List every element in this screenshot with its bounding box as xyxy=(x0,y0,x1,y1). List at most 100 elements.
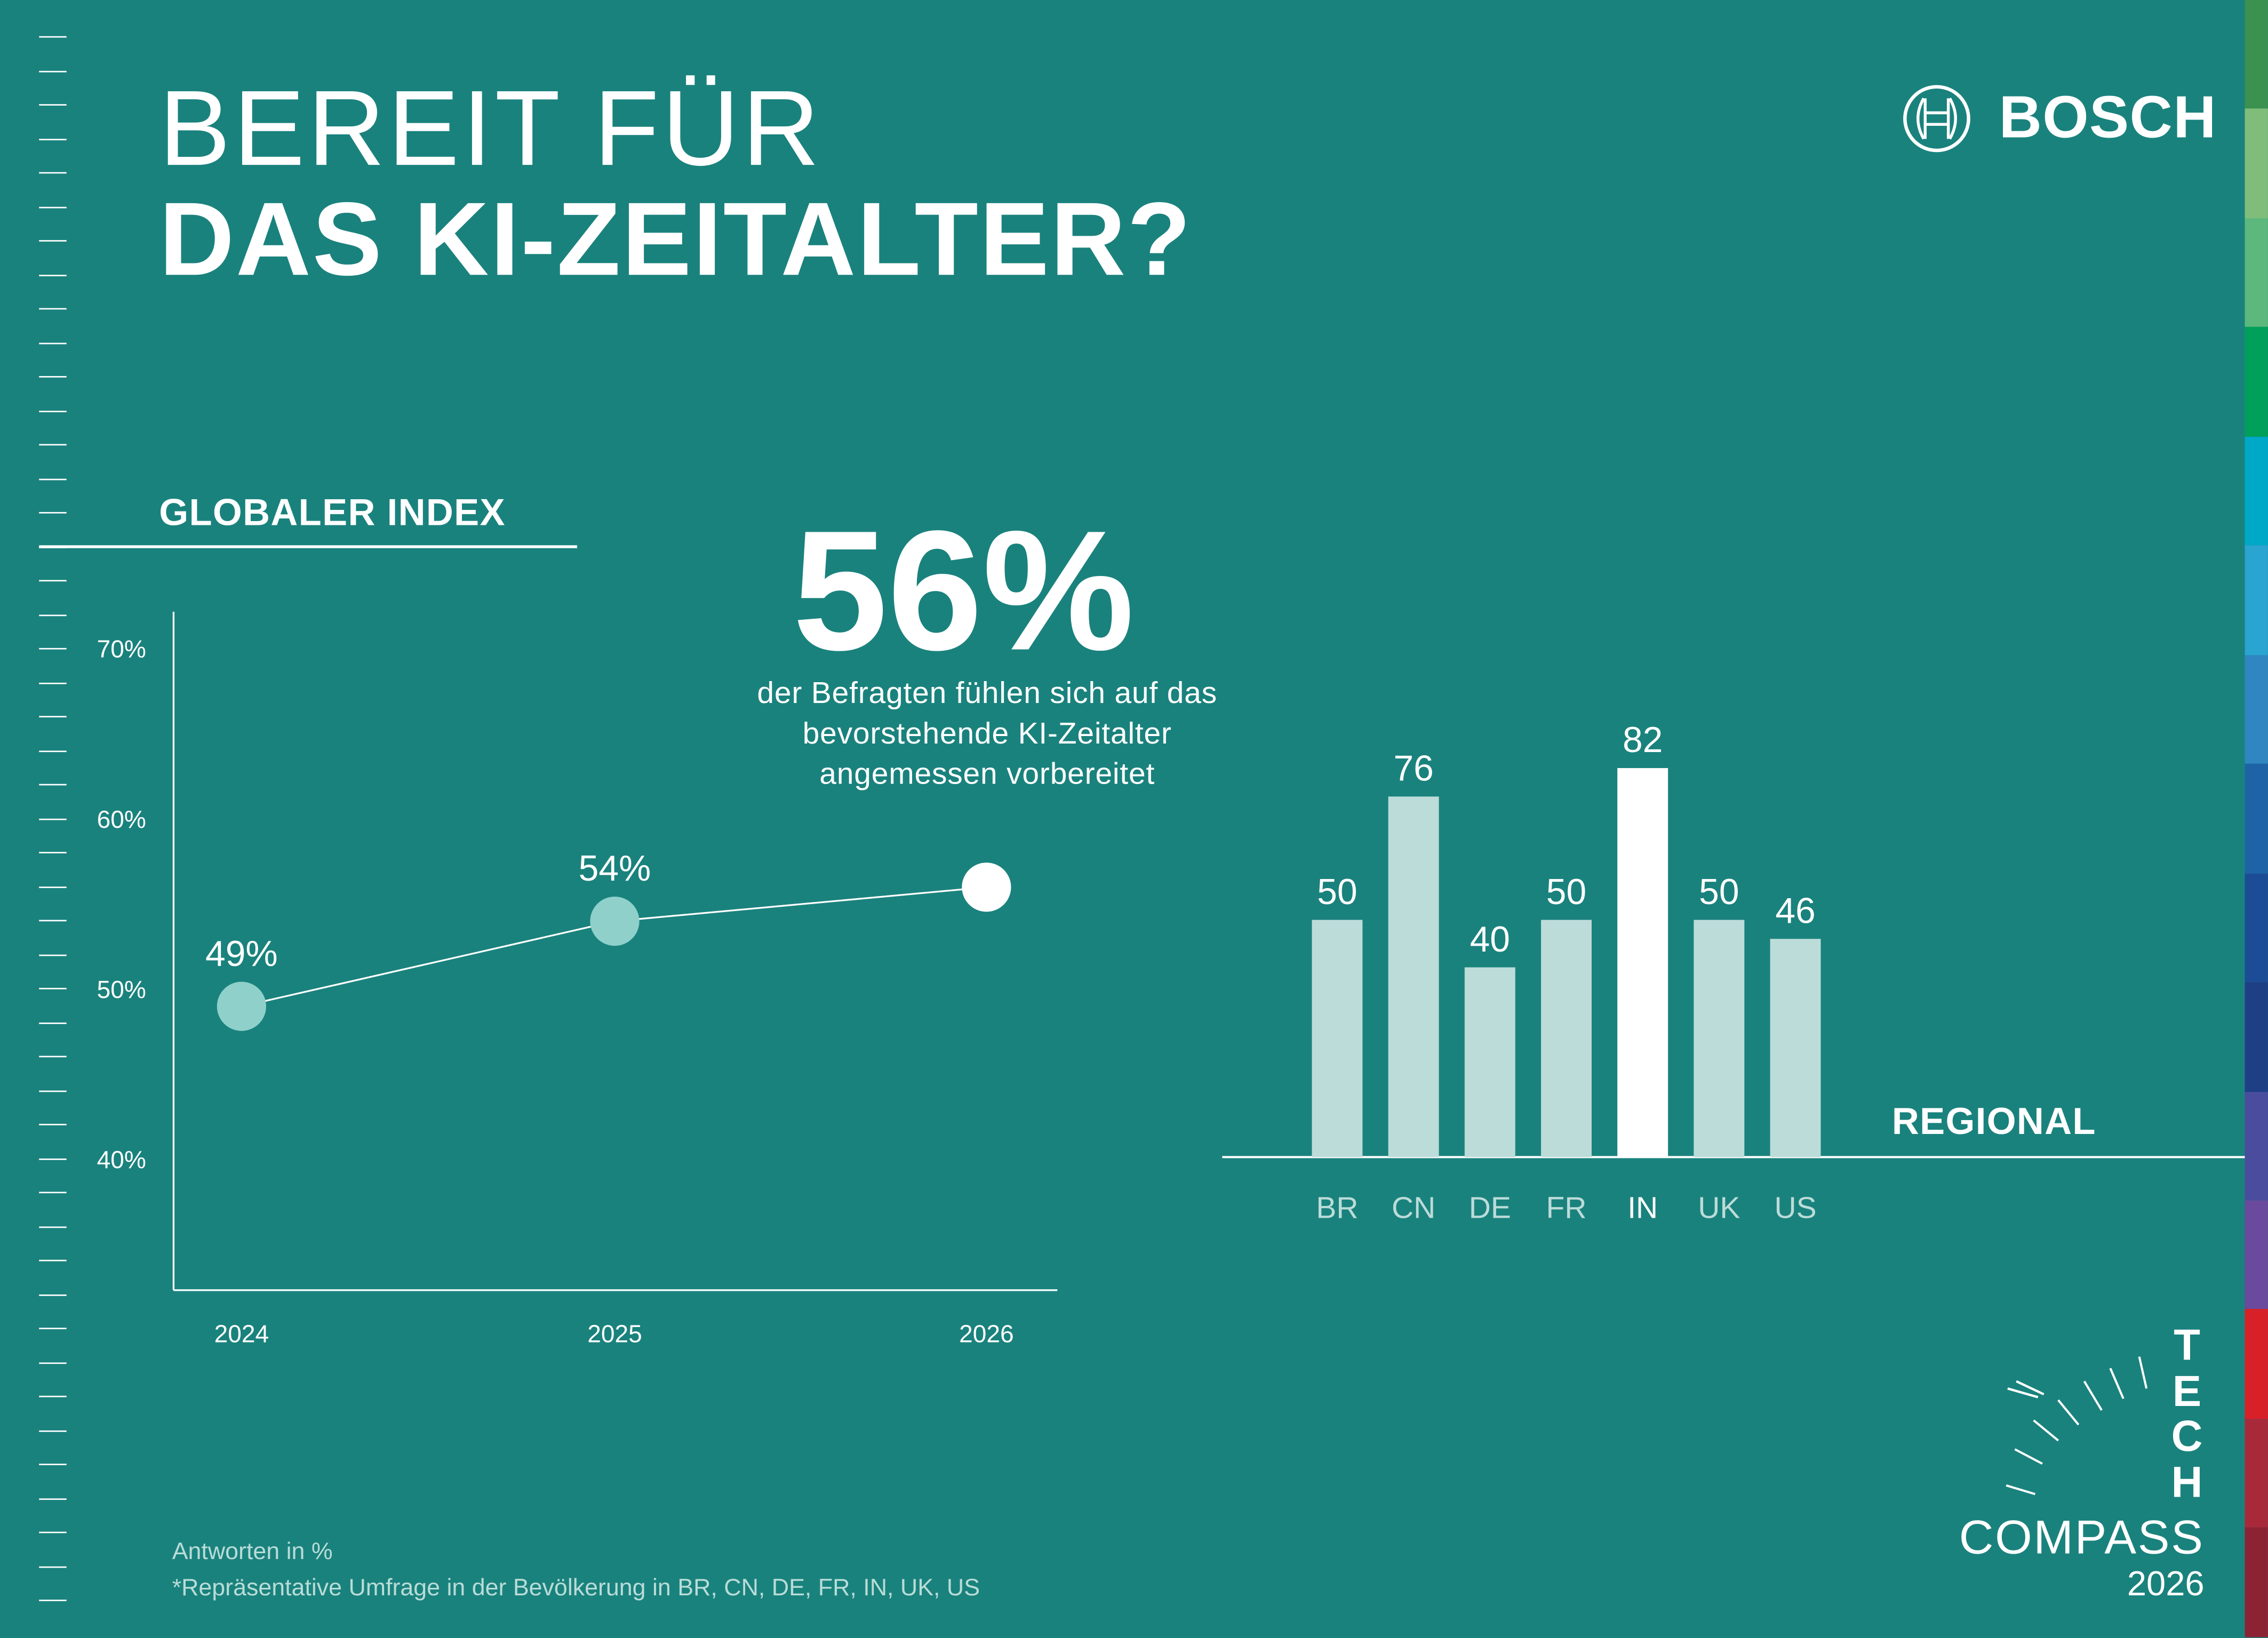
compass-word: COMPASS xyxy=(1959,1510,2205,1564)
title-line-2: DAS KI-ZEITALTER? xyxy=(159,182,1193,298)
ruler-tick xyxy=(39,1192,67,1194)
ruler-tick xyxy=(39,852,67,854)
strip-segment xyxy=(2245,1309,2268,1419)
strip-segment xyxy=(2245,327,2268,437)
bosch-wordmark: BOSCH xyxy=(1999,84,2217,151)
ruler-tick xyxy=(39,648,67,650)
tech-word: TECH xyxy=(2171,1322,2203,1507)
x-tick-label: 2025 xyxy=(587,1320,642,1347)
ruler-tick xyxy=(39,342,67,344)
ruler-tick xyxy=(39,376,67,378)
footnote-units: Antworten in % xyxy=(172,1539,333,1565)
headline-description: der Befragten fühlen sich auf das bevors… xyxy=(757,677,1218,792)
regional-label: REGIONAL xyxy=(1891,1099,2096,1143)
ruler-tick xyxy=(39,36,67,38)
color-strip xyxy=(2245,0,2268,1637)
global-index-label: GLOBALER INDEX xyxy=(159,490,506,534)
divider xyxy=(39,545,577,548)
ruler-tick xyxy=(39,784,67,786)
y-tick-label: 40% xyxy=(97,1146,146,1173)
ruler-tick xyxy=(39,580,67,582)
x-tick-label: 2026 xyxy=(959,1320,1014,1347)
bar-cn xyxy=(1388,796,1439,1157)
strip-segment xyxy=(2245,764,2268,873)
bar-value-label: 82 xyxy=(1623,720,1663,760)
ruler-tick xyxy=(39,138,67,140)
bar-value-label: 50 xyxy=(1317,872,1357,912)
ruler-tick xyxy=(39,1531,67,1534)
bosch-logo xyxy=(1902,84,1971,161)
title-line-1: BEREIT FÜR xyxy=(159,68,822,188)
ruler-tick xyxy=(39,988,67,990)
bosch-armature-icon xyxy=(1903,85,1970,153)
ruler-tick xyxy=(39,240,67,242)
ruler-tick xyxy=(39,206,67,208)
strip-segment xyxy=(2245,873,2268,982)
bar-value-label: 46 xyxy=(1775,891,1815,931)
ruler-tick xyxy=(39,1157,67,1160)
ruler-tick xyxy=(39,1328,67,1330)
strip-segment xyxy=(2245,654,2268,764)
bar-uk xyxy=(1694,920,1745,1157)
bar-value-label: 76 xyxy=(1393,749,1433,789)
ruler-tick xyxy=(39,1362,67,1364)
strip-segment xyxy=(2245,982,2268,1092)
bar-category-label: DE xyxy=(1469,1190,1511,1225)
strip-segment xyxy=(2245,0,2268,109)
ruler-tick xyxy=(39,478,67,480)
data-point xyxy=(217,981,266,1031)
bar-de xyxy=(1464,967,1515,1157)
ruler-tick xyxy=(39,1090,67,1092)
strip-segment xyxy=(2245,1091,2268,1201)
y-tick-label: 50% xyxy=(97,976,146,1003)
data-point xyxy=(962,862,1011,912)
bar-us xyxy=(1770,939,1821,1157)
y-tick-label: 60% xyxy=(97,805,146,833)
ruler-tick xyxy=(39,920,67,922)
ruler-tick xyxy=(39,308,67,310)
ruler-tick xyxy=(39,885,67,888)
bar-in xyxy=(1617,768,1668,1157)
ruler-tick xyxy=(39,1226,67,1228)
data-label: 49% xyxy=(205,934,278,974)
strip-segment xyxy=(2245,1200,2268,1310)
bar-br xyxy=(1312,920,1363,1157)
bar-value-label: 50 xyxy=(1699,872,1739,912)
ruler-tick xyxy=(39,274,67,276)
ruler-tick xyxy=(39,410,67,412)
ruler-tick xyxy=(39,512,67,514)
bar-category-label: IN xyxy=(1627,1190,1658,1225)
strip-segment xyxy=(2245,1528,2268,1637)
strip-segment xyxy=(2245,109,2268,219)
footnote-survey: *Repräsentative Umfrage in der Bevölkeru… xyxy=(172,1575,980,1601)
ruler-tick xyxy=(39,1259,67,1262)
x-tick-label: 2024 xyxy=(214,1320,269,1347)
ruler-tick xyxy=(39,104,67,106)
ruler-tick xyxy=(39,750,67,752)
ruler-tick xyxy=(39,1395,67,1398)
y-tick-label: 70% xyxy=(97,635,146,663)
ruler-tick xyxy=(39,1565,67,1568)
ruler-tick xyxy=(39,1497,67,1500)
bar-category-label: FR xyxy=(1546,1190,1587,1225)
strip-segment xyxy=(2245,546,2268,655)
data-label: 54% xyxy=(579,849,651,889)
bar-category-label: US xyxy=(1774,1190,1816,1225)
compass-year: 2026 xyxy=(2127,1565,2205,1604)
ruler-tick xyxy=(39,172,67,174)
headline-value: 56% xyxy=(793,496,1135,688)
ruler-tick xyxy=(39,716,67,718)
bar-value-label: 40 xyxy=(1470,920,1510,960)
ruler-tick xyxy=(39,444,67,446)
bar-category-label: CN xyxy=(1392,1190,1435,1225)
ruler-tick xyxy=(39,682,67,684)
ruler-tick xyxy=(39,1021,67,1024)
compass-rays xyxy=(2006,1356,2148,1496)
ruler-tick xyxy=(39,1464,67,1466)
ruler-tick xyxy=(39,70,67,73)
bar-value-label: 50 xyxy=(1546,872,1586,912)
ruler-tick xyxy=(39,1056,67,1058)
ruler-tick xyxy=(39,614,67,616)
